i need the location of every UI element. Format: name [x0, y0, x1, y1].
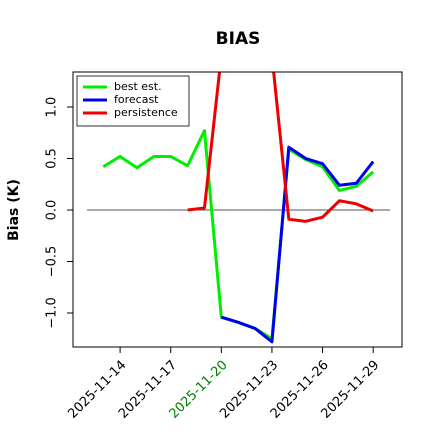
- y-tick-label: 1.0: [45, 97, 60, 118]
- legend-label: best est.: [114, 80, 162, 93]
- chart-title: BIAS: [216, 29, 261, 49]
- y-tick-label: −0.5: [45, 246, 60, 278]
- y-axis-label: Bias (K): [6, 179, 22, 241]
- legend-label: persistence: [114, 106, 178, 119]
- series-line: [187, 72, 374, 223]
- legend-label: forecast: [114, 93, 159, 106]
- y-tick-label: 0.5: [45, 148, 60, 169]
- series-line: [220, 145, 375, 344]
- y-tick-label: −1.0: [45, 297, 60, 329]
- plot-area: [102, 72, 375, 344]
- y-tick-label: 0.0: [45, 200, 60, 221]
- plot-frame: [72, 71, 403, 348]
- series-line: [102, 129, 375, 341]
